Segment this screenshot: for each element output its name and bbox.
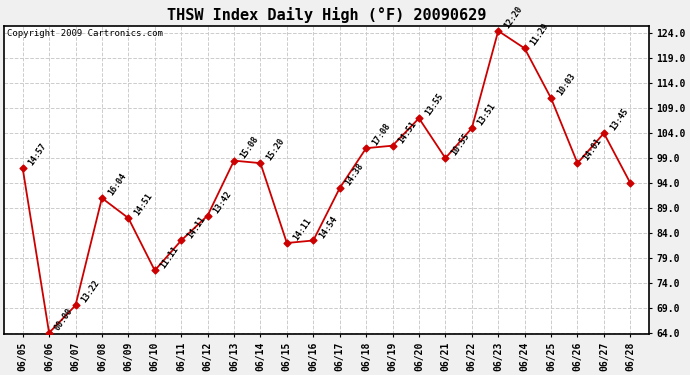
Point <box>625 180 636 186</box>
Text: 16:04: 16:04 <box>106 172 128 197</box>
Text: 14:11: 14:11 <box>291 217 313 242</box>
Text: 11:29: 11:29 <box>529 22 551 48</box>
Text: 15:08: 15:08 <box>238 134 260 160</box>
Text: 13:51: 13:51 <box>476 102 497 128</box>
Point <box>466 125 477 131</box>
Text: 14:01: 14:01 <box>582 137 603 162</box>
Point <box>572 160 583 166</box>
Text: 00:00: 00:00 <box>53 306 75 332</box>
Point <box>123 215 134 221</box>
Text: 14:57: 14:57 <box>27 142 48 167</box>
Point <box>334 185 345 191</box>
Point <box>255 160 266 166</box>
Point <box>228 158 239 164</box>
Point <box>387 142 398 148</box>
Text: Copyright 2009 Cartronics.com: Copyright 2009 Cartronics.com <box>8 29 164 38</box>
Point <box>43 330 55 336</box>
Text: 13:42: 13:42 <box>212 189 233 215</box>
Text: 12:20: 12:20 <box>502 4 524 30</box>
Point <box>308 237 319 243</box>
Point <box>176 237 187 243</box>
Text: 11:11: 11:11 <box>159 244 181 270</box>
Text: 14:51: 14:51 <box>132 192 155 217</box>
Point <box>149 267 160 273</box>
Point <box>70 302 81 308</box>
Point <box>493 28 504 34</box>
Point <box>282 240 293 246</box>
Text: 13:22: 13:22 <box>79 279 101 304</box>
Text: 17:08: 17:08 <box>371 122 392 147</box>
Point <box>519 45 530 51</box>
Point <box>97 195 108 201</box>
Text: 14:51: 14:51 <box>397 119 418 145</box>
Text: 15:20: 15:20 <box>264 137 286 162</box>
Point <box>546 95 557 101</box>
Title: THSW Index Daily High (°F) 20090629: THSW Index Daily High (°F) 20090629 <box>167 8 486 23</box>
Text: 10:55: 10:55 <box>450 132 471 158</box>
Text: 10:03: 10:03 <box>555 72 577 98</box>
Text: 14:11: 14:11 <box>186 214 207 240</box>
Text: 14:54: 14:54 <box>317 214 339 240</box>
Point <box>361 145 372 151</box>
Point <box>413 115 424 121</box>
Point <box>440 155 451 161</box>
Point <box>598 130 609 136</box>
Point <box>202 213 213 219</box>
Text: 13:55: 13:55 <box>423 92 445 117</box>
Point <box>17 165 28 171</box>
Text: 14:38: 14:38 <box>344 162 366 188</box>
Text: 13:45: 13:45 <box>608 107 630 132</box>
